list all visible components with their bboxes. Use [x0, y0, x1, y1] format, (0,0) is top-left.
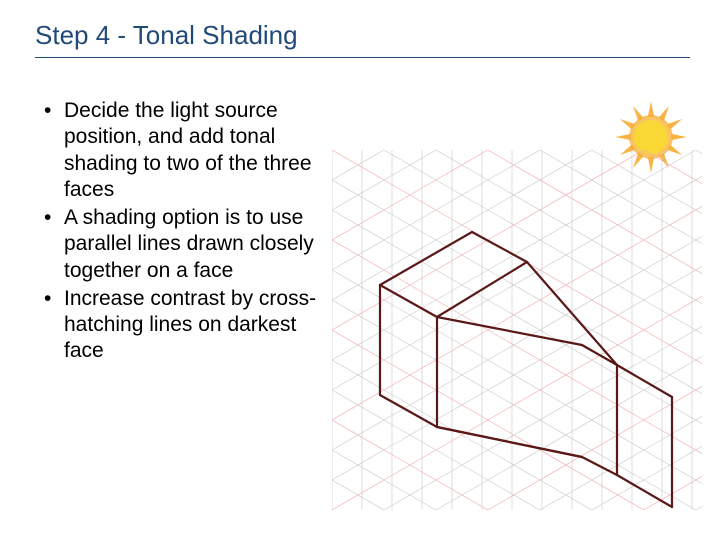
slide-title: Step 4 - Tonal Shading: [35, 20, 690, 58]
isometric-diagram: [332, 150, 702, 510]
bullet-list: Decide the light source position, and ad…: [40, 98, 325, 367]
bullet-item: A shading option is to use parallel line…: [40, 205, 325, 284]
bullet-item: Decide the light source position, and ad…: [40, 98, 325, 203]
bullet-item: Increase contrast by cross-hatching line…: [40, 286, 325, 365]
